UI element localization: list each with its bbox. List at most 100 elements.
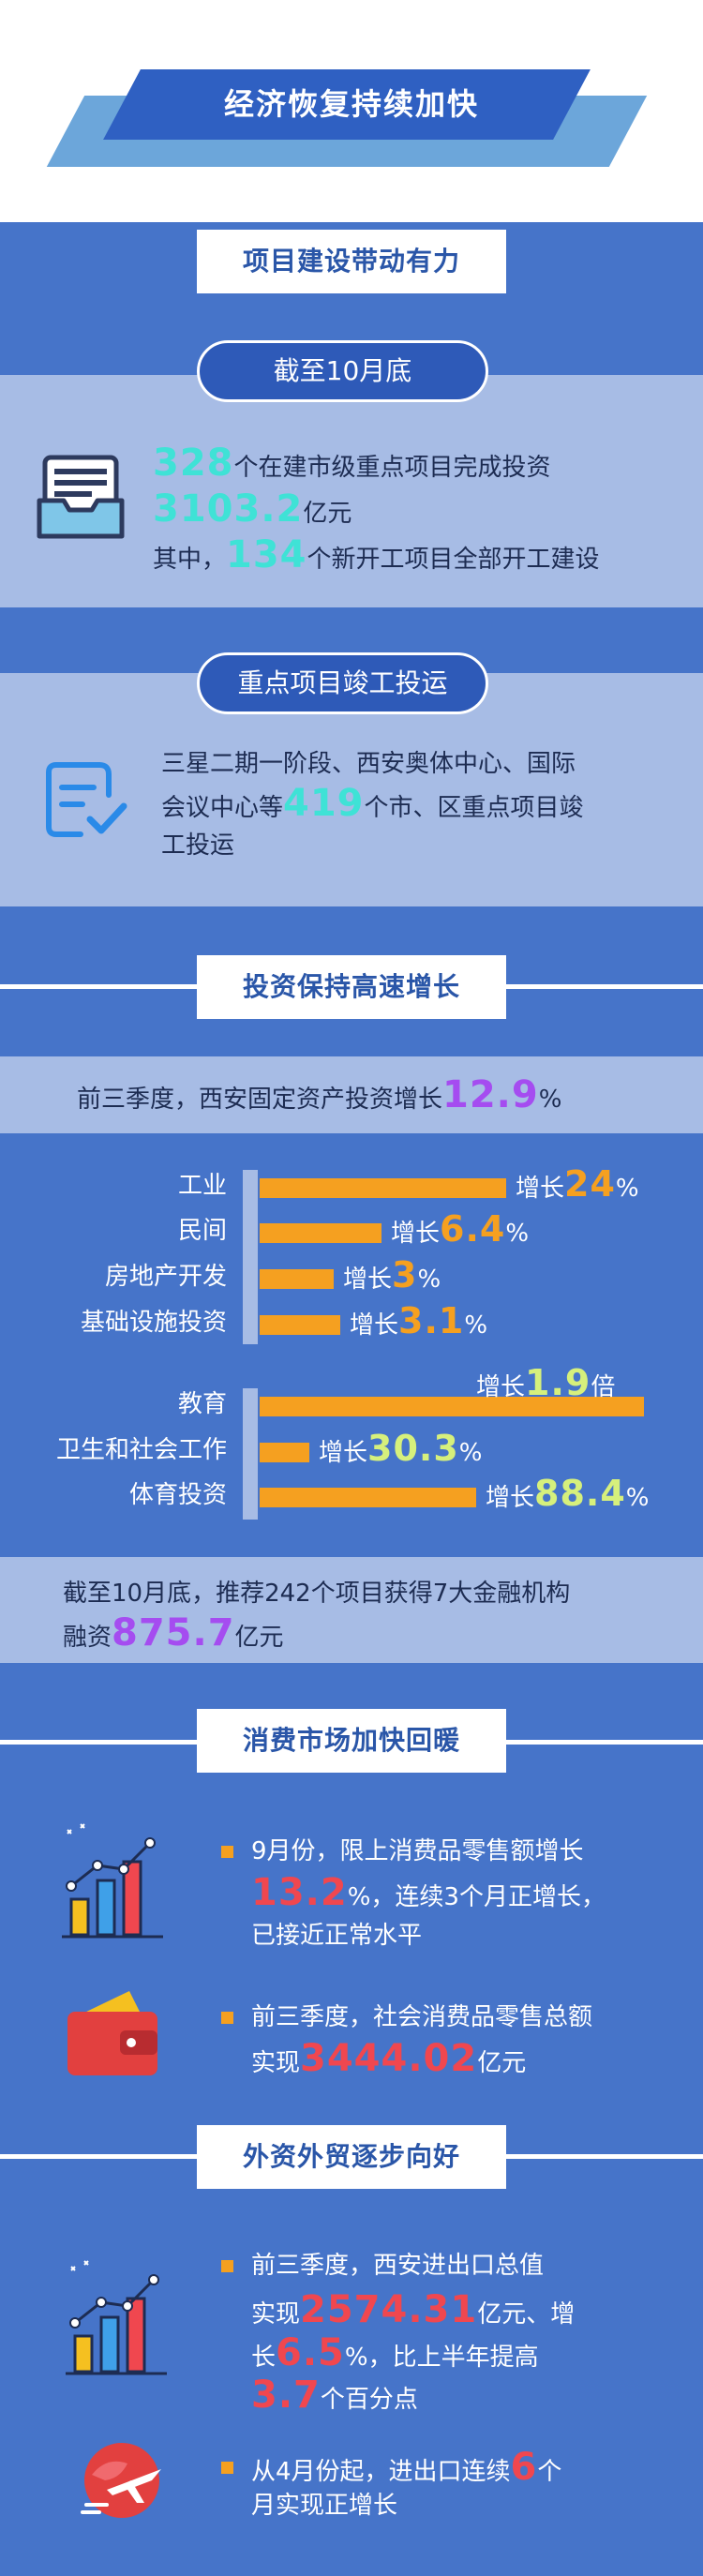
value-label: 增长24% [516, 1162, 639, 1206]
value-label: 增长3.1% [350, 1299, 487, 1342]
text: 增长 [343, 1266, 393, 1294]
text: % [458, 1439, 483, 1467]
highlight-number: 3.1 [398, 1300, 465, 1341]
category-label: 基础设施投资 [80, 1309, 227, 1337]
text: 倍 [591, 1373, 616, 1401]
text-line: 9月份，限上消费品零售额增长 [251, 1828, 584, 1875]
highlight-number: 13.2 [251, 1871, 348, 1914]
bullet [221, 1846, 233, 1858]
text: 9月份，限上消费品零售额增长 [251, 1837, 584, 1865]
value-label: 增长1.9倍 [476, 1361, 615, 1404]
bar [260, 1269, 334, 1289]
highlight-number: 875.7 [112, 1611, 235, 1655]
text-line: 前三季度，西安进出口总值 [251, 2242, 544, 2289]
band [0, 1557, 703, 1663]
text: 增长 [319, 1439, 368, 1467]
text: 个在建市级重点项目完成投资 [233, 454, 551, 482]
check-doc-icon [46, 762, 127, 837]
highlight-number: 3 [392, 1254, 418, 1295]
text-line: 13.2%，连续3个月正增长， [251, 1869, 606, 1916]
text: 已接近正常水平 [251, 1922, 423, 1950]
category-label: 教育 [177, 1390, 227, 1418]
text-line: 前三季度，西安固定资产投资增长12.9% [77, 1071, 561, 1118]
text: 前三季度，西安进出口总值 [251, 2252, 545, 2280]
value-label: 增长6.4% [391, 1207, 529, 1251]
chart-icon [66, 2260, 167, 2375]
highlight-number: 24 [564, 1163, 616, 1205]
text: 长 [251, 2344, 277, 2372]
text: 增长 [350, 1311, 399, 1340]
text: % [464, 1311, 488, 1340]
text-line: 截至10月底，推荐242个项目获得7大金融机构 [63, 1570, 570, 1617]
wallet-icon [67, 1991, 157, 2075]
text-line: 实现2574.31亿元、增 [251, 2286, 575, 2333]
pill: 重点项目竣工投运 [197, 652, 488, 714]
axis-bar [243, 1170, 258, 1344]
text-line: 三星二期一阶段、西安奥体中心、国际 [161, 741, 576, 787]
text: 前三季度，社会消费品零售总额 [251, 2003, 593, 2031]
text: % [538, 1086, 562, 1114]
highlight-number: 419 [283, 782, 365, 825]
text-line: 融资875.7亿元 [63, 1610, 284, 1656]
text: 截至10月底，推荐242个项目获得7大金融机构 [63, 1580, 571, 1608]
highlight-number: 88.4 [534, 1473, 626, 1514]
text: % [417, 1266, 441, 1294]
text-line: 已接近正常水平 [251, 1912, 422, 1959]
text: 其中， [153, 546, 227, 574]
text: 前三季度，西安固定资产投资增长 [77, 1086, 443, 1114]
band [0, 1056, 703, 1133]
text: %，比上半年提高 [344, 2344, 539, 2372]
bullet [221, 2462, 233, 2474]
text-line: 工投运 [161, 822, 234, 869]
text: 个 [537, 2458, 562, 2486]
chart-icon [62, 1823, 163, 1939]
text: 亿元 [303, 500, 352, 528]
bar [260, 1397, 644, 1416]
text-line: 长6.5%，比上半年提高 [251, 2329, 539, 2376]
text: 个市、区重点项目竣 [364, 794, 584, 822]
category-label: 民间 [177, 1217, 227, 1245]
text: 亿元 [477, 2049, 527, 2077]
text: %，连续3个月正增长， [347, 1883, 606, 1911]
text-line: 其中，134个新开工项目全部开工建设 [153, 532, 600, 578]
text: 三星二期一阶段、西安奥体中心、国际 [161, 750, 576, 778]
category-label: 房地产开发 [104, 1263, 227, 1291]
text: 实现 [251, 2300, 301, 2329]
category-label: 卫生和社会工作 [55, 1436, 227, 1464]
highlight-number: 30.3 [367, 1428, 459, 1469]
text: 融资 [63, 1624, 112, 1652]
bar [260, 1488, 476, 1507]
text: 实现 [251, 2049, 301, 2077]
highlight-number: 6.4 [440, 1208, 506, 1250]
value-label: 增长30.3% [319, 1427, 483, 1470]
text: 个新开工项目全部开工建设 [307, 546, 600, 574]
banner-title: 经济恢复持续加快 [223, 86, 479, 122]
highlight-number: 328 [153, 442, 234, 485]
text: 增长 [516, 1175, 565, 1203]
axis-bar [243, 1388, 258, 1520]
bullet [221, 2012, 233, 2024]
text: 个百分点 [320, 2386, 418, 2414]
highlight-number: 6.5 [276, 2331, 345, 2374]
text-line: 3103.2亿元 [153, 486, 352, 532]
text: 会议中心等 [161, 794, 284, 822]
highlight-number: 2574.31 [300, 2288, 478, 2331]
text: 增长 [391, 1220, 441, 1248]
highlight-number: 6 [510, 2446, 538, 2489]
text: 亿元 [234, 1624, 284, 1652]
pill: 截至10月底 [197, 340, 488, 402]
section-heading: 投资保持高速增长 [197, 955, 506, 1019]
highlight-number: 1.9 [525, 1362, 591, 1403]
bar [260, 1315, 340, 1335]
value-label: 增长88.4% [486, 1472, 650, 1515]
bar [260, 1178, 506, 1198]
text: 增长 [486, 1484, 535, 1512]
text-line: 前三季度，社会消费品零售总额 [251, 1994, 592, 2041]
category-label: 工业 [177, 1172, 227, 1200]
bar [260, 1443, 309, 1462]
text: % [505, 1220, 530, 1248]
highlight-number: 3444.02 [300, 2037, 478, 2080]
text: 从4月份起，进出口连续 [251, 2458, 511, 2486]
highlight-number: 12.9 [442, 1073, 539, 1116]
category-label: 体育投资 [128, 1481, 227, 1509]
